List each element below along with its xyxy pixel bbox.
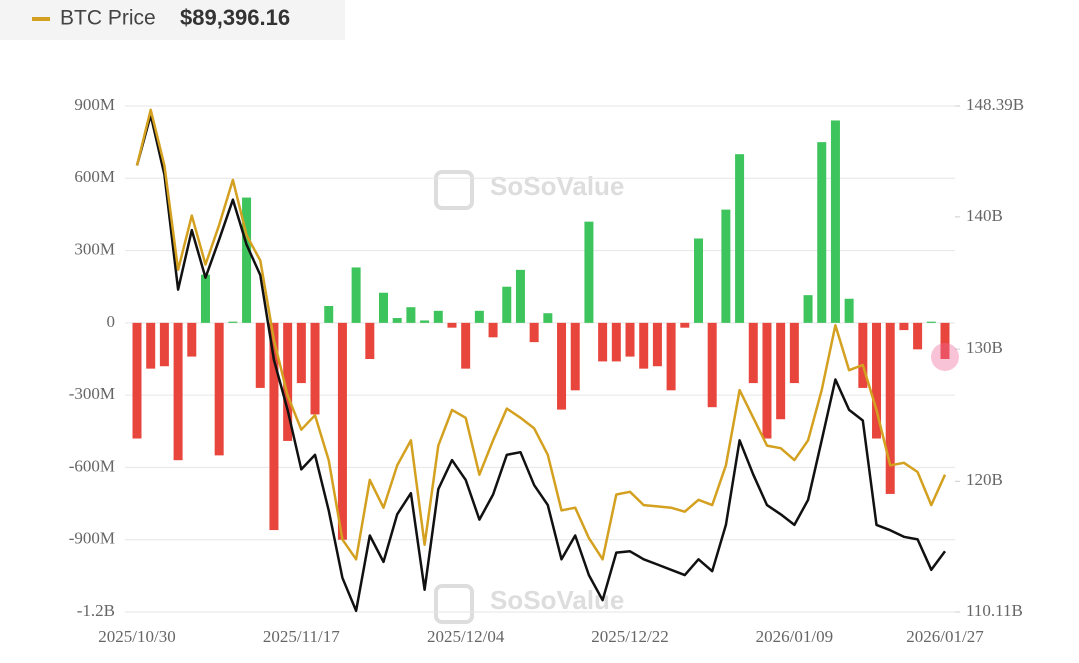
- hover-marker: [931, 343, 959, 371]
- bar: [557, 322, 567, 410]
- header-label: BTC Price: [60, 7, 156, 30]
- bar: [324, 305, 334, 323]
- bar: [379, 292, 389, 323]
- watermark-logo: [434, 170, 474, 210]
- bar: [242, 197, 252, 323]
- bar: [406, 307, 416, 323]
- bar: [200, 274, 210, 323]
- watermark-logo: [434, 584, 474, 624]
- bar: [899, 322, 909, 331]
- bar: [872, 322, 882, 439]
- bar: [913, 322, 923, 350]
- bar: [830, 120, 840, 323]
- bar: [858, 322, 868, 388]
- bar: [337, 322, 347, 540]
- bar: [447, 322, 457, 328]
- y2-tick-label: 130B: [966, 338, 1003, 357]
- bar: [693, 238, 703, 323]
- bar: [735, 154, 745, 323]
- bar: [269, 322, 279, 531]
- bar: [146, 322, 156, 369]
- bar: [173, 322, 183, 461]
- bar: [611, 322, 621, 362]
- bar: [625, 322, 635, 357]
- bar: [885, 322, 895, 494]
- y-tick-label: -900M: [69, 529, 115, 548]
- line-series: [135, 108, 947, 561]
- y2-tick-label: 110.11B: [966, 601, 1023, 620]
- y-tick-label: -600M: [69, 456, 115, 475]
- bar: [748, 322, 758, 384]
- watermark: SoSoValue: [490, 585, 624, 615]
- header-value: $89,396.16: [180, 5, 290, 30]
- bar: [598, 322, 608, 362]
- bar: [844, 298, 854, 323]
- x-tick-label: 2025/10/30: [98, 627, 175, 646]
- y2-tick-label: 140B: [966, 206, 1003, 225]
- bar: [159, 322, 169, 367]
- bar: [283, 322, 293, 441]
- bar: [926, 321, 936, 323]
- x-tick-label: 2026/01/27: [906, 627, 984, 646]
- y2-tick-label: 120B: [966, 470, 1003, 489]
- bar: [817, 142, 827, 323]
- bar: [392, 318, 402, 323]
- x-tick-label: 2025/12/22: [591, 627, 668, 646]
- bar: [543, 313, 553, 323]
- bar: [789, 322, 799, 384]
- y2-tick-label: 148.39B: [966, 95, 1024, 114]
- x-tick-label: 2025/11/17: [263, 627, 340, 646]
- watermark: SoSoValue: [490, 171, 624, 201]
- bar: [351, 267, 361, 323]
- bar: [803, 295, 813, 323]
- bar: [529, 322, 539, 343]
- bar: [584, 221, 594, 323]
- y-tick-label: 900M: [74, 95, 115, 114]
- bar: [652, 322, 662, 367]
- bar: [488, 322, 498, 338]
- x-tick-label: 2025/12/04: [427, 627, 505, 646]
- bar: [721, 209, 731, 323]
- bar: [639, 322, 649, 369]
- bar: [310, 322, 320, 415]
- y-tick-label: -300M: [69, 384, 115, 403]
- x-tick-label: 2026/01/09: [756, 627, 833, 646]
- bar: [570, 322, 580, 391]
- bar: [296, 322, 306, 384]
- bar: [762, 322, 772, 439]
- header-bg: [0, 0, 345, 40]
- bar: [940, 322, 950, 359]
- y-tick-label: 300M: [74, 239, 115, 258]
- bar: [132, 322, 142, 439]
- bar: [433, 310, 443, 323]
- bar: [474, 310, 484, 323]
- bar: [187, 322, 197, 357]
- bar: [666, 322, 676, 391]
- bar: [707, 322, 717, 408]
- bar: [420, 320, 430, 323]
- bar: [515, 269, 525, 323]
- bar: [255, 322, 265, 388]
- bar: [365, 322, 375, 359]
- line-series: [135, 113, 947, 613]
- y-tick-label: -1.2B: [77, 601, 115, 620]
- bar: [680, 322, 690, 328]
- bar: [776, 322, 786, 420]
- y-tick-label: 0: [107, 312, 116, 331]
- bar: [214, 322, 224, 456]
- y-tick-label: 600M: [74, 167, 115, 186]
- bar: [228, 321, 238, 323]
- bar: [461, 322, 471, 369]
- bar: [502, 286, 512, 323]
